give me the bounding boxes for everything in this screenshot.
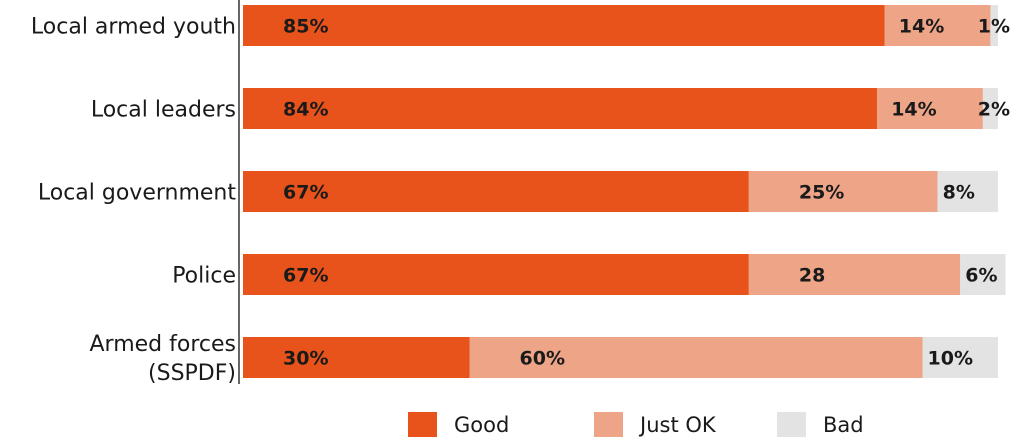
value-label-bad: 10% <box>928 348 973 370</box>
category-label: (SSPDF) <box>148 361 236 386</box>
value-label-just-ok: 60% <box>520 348 565 370</box>
bar-good-local-leaders <box>243 88 878 129</box>
category-label: Police <box>172 264 236 289</box>
value-label-good: 85% <box>283 16 328 38</box>
legend-swatch-good <box>408 412 437 437</box>
category-label: Armed forces <box>90 332 237 357</box>
bar-bad-police <box>960 254 1006 295</box>
bar-good-local-government <box>243 171 749 212</box>
legend-swatch-just-ok <box>594 412 623 437</box>
legend: Good Just OK Bad <box>408 412 864 437</box>
bar-bad-local-government <box>937 171 998 212</box>
value-label-just-ok: 25% <box>799 182 844 204</box>
bar-just-ok-local-armed-youth <box>884 5 991 46</box>
value-label-bad: 2% <box>978 99 1010 121</box>
legend-label-just-ok: Just OK <box>638 413 717 437</box>
bar-good-local-armed-youth <box>243 5 885 46</box>
bar-bad-local-leaders <box>982 88 998 129</box>
value-label-just-ok: 14% <box>899 16 944 38</box>
bar-just-ok-armed-forces-sspdf <box>469 337 923 378</box>
legend-label-bad: Bad <box>823 413 864 437</box>
value-label-just-ok: 28 <box>799 265 825 287</box>
category-labels: Local armed youth Local leaders Local gove… <box>31 15 236 387</box>
category-label: Local government <box>38 181 237 206</box>
bar-bad-armed-forces-sspdf <box>922 337 998 378</box>
value-label-good: 67% <box>283 265 328 287</box>
bars-group <box>243 5 1006 378</box>
category-label: Local leaders <box>91 98 236 123</box>
value-label-good: 84% <box>283 99 328 121</box>
value-label-bad: 1% <box>978 16 1010 38</box>
bar-good-police <box>243 254 749 295</box>
value-label-just-ok: 14% <box>891 99 936 121</box>
bar-just-ok-local-government <box>748 171 938 212</box>
legend-label-good: Good <box>454 413 509 437</box>
bar-bad-local-armed-youth <box>990 5 998 46</box>
value-labels: 85% 14% 1% 84% 14% 2% 67% 25% 8% 67% 28 6% 30% 60% 10% <box>283 16 1010 370</box>
bar-just-ok-local-leaders <box>877 88 983 129</box>
value-label-good: 67% <box>283 182 328 204</box>
bar-just-ok-police <box>748 254 961 295</box>
value-label-bad: 6% <box>965 265 997 287</box>
value-label-good: 30% <box>283 348 328 370</box>
bar-good-armed-forces-sspdf <box>243 337 470 378</box>
value-label-bad: 8% <box>943 182 975 204</box>
legend-swatch-bad <box>777 412 806 437</box>
category-label: Local armed youth <box>31 15 236 40</box>
